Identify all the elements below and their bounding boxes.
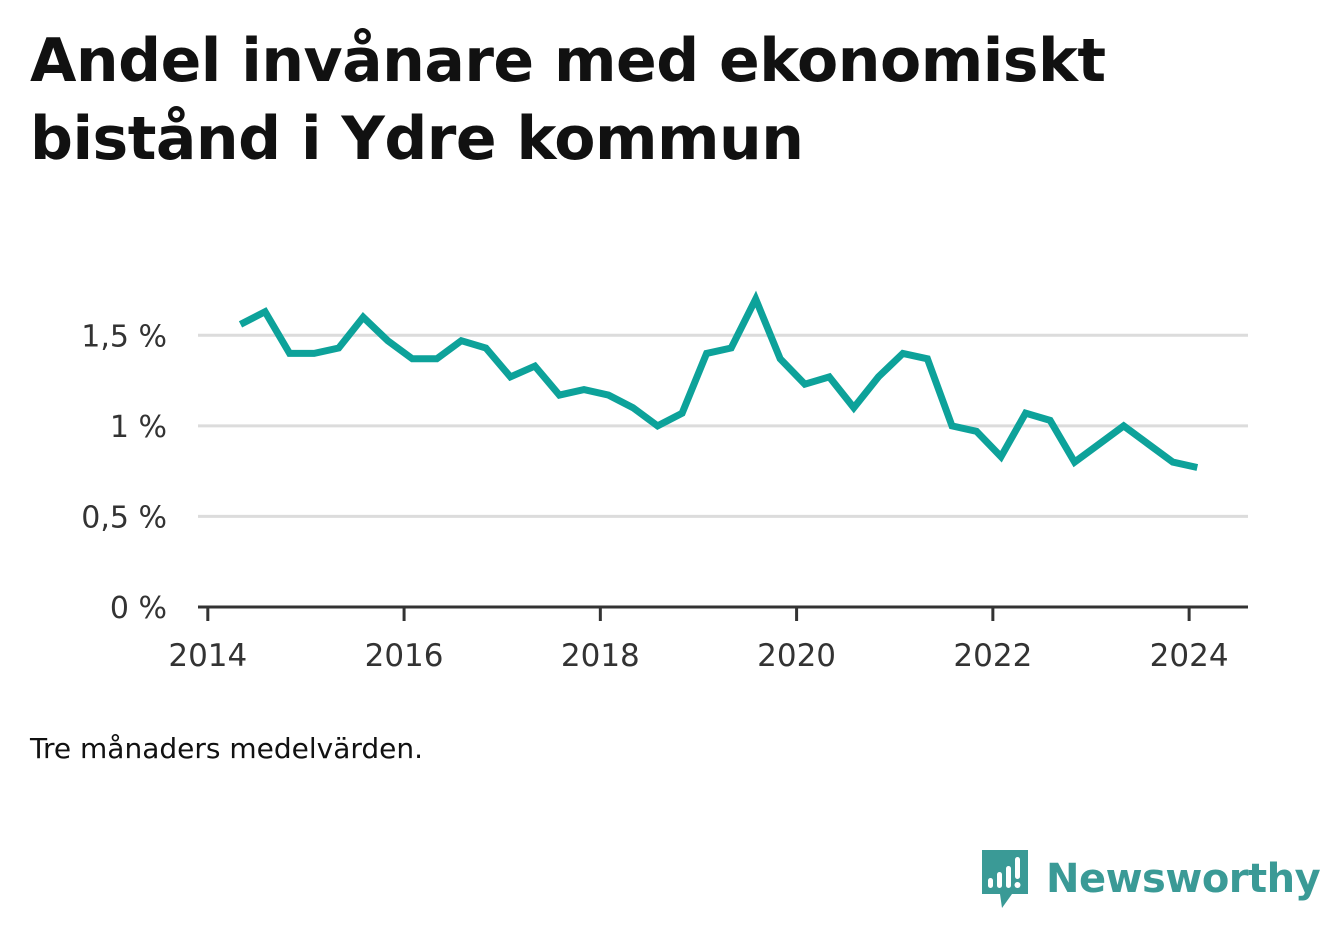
x-tick-label: 2014 bbox=[168, 638, 247, 674]
y-tick-label: 0,5 % bbox=[81, 500, 167, 535]
chart-title-line-2: bistånd i Ydre kommun bbox=[30, 104, 804, 174]
icon-dot bbox=[1014, 882, 1021, 888]
y-tick-label: 1 % bbox=[110, 410, 167, 445]
x-tick-label: 2018 bbox=[561, 638, 640, 674]
series-line bbox=[238, 290, 1199, 471]
icon-bar-1 bbox=[988, 878, 993, 888]
chart-note: Tre månaders medelvärden. bbox=[30, 732, 424, 765]
newsworthy-logo: Newsworthy bbox=[980, 846, 1321, 912]
x-tick-label: 2020 bbox=[757, 638, 836, 674]
x-tick-label: 2022 bbox=[953, 638, 1032, 674]
y-axis-tick-labels: 0 % 0,5 % 1 % 1,5 % bbox=[81, 319, 167, 626]
icon-bar-4 bbox=[1015, 857, 1020, 879]
brand-name: Newsworthy bbox=[1046, 856, 1321, 902]
x-axis: 2014 2016 2018 2020 2022 2024 bbox=[168, 605, 1248, 674]
y-tick-label: 1,5 % bbox=[81, 319, 167, 354]
icon-bar-3 bbox=[1006, 866, 1011, 888]
x-tick-label: 2024 bbox=[1150, 638, 1229, 674]
chart-title-line-1: Andel invånare med ekonomiskt bbox=[30, 26, 1106, 96]
y-tick-label: 0 % bbox=[110, 591, 167, 626]
x-tick-label: 2016 bbox=[365, 638, 444, 674]
bar-chart-speech-bubble-icon bbox=[982, 850, 1028, 908]
gridlines bbox=[198, 333, 1248, 518]
icon-bar-2 bbox=[997, 872, 1002, 888]
chart-title: Andel invånare med ekonomiskt bistånd i … bbox=[30, 22, 1230, 178]
series-group bbox=[238, 290, 1199, 471]
